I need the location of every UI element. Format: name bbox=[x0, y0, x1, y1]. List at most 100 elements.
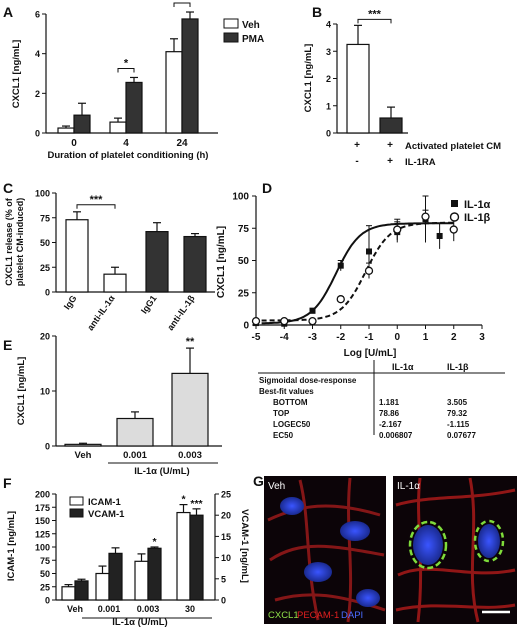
micrograph-veh-cells bbox=[267, 477, 386, 623]
panel-d-s0-point-4 bbox=[366, 248, 372, 255]
panel-f-xlabel: IL-1α (U/mL) bbox=[112, 617, 167, 627]
panel-d-s1-point-5 bbox=[393, 225, 402, 234]
panel-d-legend-il1b-marker bbox=[449, 212, 460, 222]
panel-b-cond2-label: IL-1RA bbox=[405, 157, 436, 168]
panel-c-y-tick-label-1: 25 bbox=[40, 263, 50, 273]
micrograph-veh-nucleus-1 bbox=[280, 497, 304, 515]
panel-d-s0-point-3 bbox=[337, 262, 344, 269]
panel-f-legend-icam-swatch bbox=[69, 496, 84, 506]
panel-d-y-tick-label-4: 100 bbox=[232, 192, 249, 203]
panel-f-y-tick-label-6: 150 bbox=[35, 516, 50, 526]
panel-d-fit-0 bbox=[261, 222, 454, 325]
panel-f-y-ticks: 0 25 50 75 100 125 150 175 200 0 5 10 15 20 25 bbox=[35, 490, 231, 606]
panel-b-ylabel: CXCL1 [ng/mL] bbox=[303, 44, 314, 113]
panel-e-y-tick-label-0: 0 bbox=[45, 442, 50, 452]
panel-b-y-ticks: 0 1 2 3 4 bbox=[326, 20, 337, 139]
panel-a-legend-veh-swatch bbox=[223, 18, 239, 29]
panel-e-x-tick-label-0: Veh bbox=[75, 450, 92, 461]
panel-b-y-tick-label-2: 2 bbox=[326, 74, 331, 84]
panel-a-y-tick-label-0: 0 bbox=[35, 129, 40, 139]
panel-d-table-r0: Sigmoidal dose-response bbox=[259, 376, 357, 385]
micrograph-veh-nucleus-4 bbox=[356, 589, 380, 607]
micrograph-il1a-nucleus-1 bbox=[413, 525, 443, 565]
micrograph-il1a-nucleus-2 bbox=[478, 524, 500, 558]
panel-c-sig-0-label: *** bbox=[90, 194, 104, 206]
panel-c-x-tick-label-0: IgG bbox=[62, 293, 79, 311]
panel-a-y-tick-label-3: 6 bbox=[35, 10, 40, 20]
legend-cxcl1: CXCL1 bbox=[268, 610, 299, 621]
panel-e-y-tick-label-1: 10 bbox=[40, 387, 50, 397]
panel-d-y-tick-label-1: 25 bbox=[238, 288, 250, 299]
panel-a-bar-veh-0 bbox=[57, 127, 75, 134]
panel-a-y-tick-label-2: 4 bbox=[35, 49, 40, 59]
panel-f-x-tick-label-1: 0.001 bbox=[98, 604, 121, 614]
micrograph-veh-nucleus-3 bbox=[304, 562, 332, 582]
panel-a-legend-veh: Veh bbox=[242, 20, 260, 31]
micrograph-veh-nucleus-2 bbox=[340, 521, 370, 541]
panel-c-x-tick-label-3: anti-IL-1β bbox=[165, 293, 197, 332]
panel-d-xlabel: Log [U/mL] bbox=[344, 348, 397, 359]
panel-c-bar-3 bbox=[183, 235, 207, 293]
panel-f-bar-vcam-1 bbox=[108, 552, 123, 601]
panel-b-sig-0-bracket bbox=[357, 18, 392, 24]
panel-a-bar-pma-0 bbox=[73, 114, 91, 134]
panel-label-f: F bbox=[3, 475, 12, 491]
panel-f-bar-vcam-3 bbox=[189, 514, 204, 601]
panel-f-y-tick-label-2: 50 bbox=[40, 569, 50, 579]
panel-d-fit-1 bbox=[261, 221, 454, 322]
panel-e-bar-1 bbox=[116, 417, 154, 447]
panel-d-y-tick-label-2: 50 bbox=[238, 256, 250, 267]
panel-f-y-tick-label-4: 100 bbox=[35, 543, 50, 553]
panel-c-sig-0-bracket bbox=[76, 204, 116, 209]
panel-d-x-tick-label-4: -1 bbox=[365, 332, 374, 343]
panel-a-bar-pma-24 bbox=[181, 18, 199, 134]
panel-label-b: B bbox=[312, 4, 322, 20]
panel-d-x-tick-label-6: 1 bbox=[423, 332, 429, 343]
panel-d-y-tick-label-3: 75 bbox=[238, 224, 250, 235]
panel-d-table-head-a: IL-1α bbox=[392, 362, 414, 372]
panel-c-bar-1 bbox=[103, 273, 127, 293]
panel-e-x-tick-label-1: 0.001 bbox=[123, 450, 147, 461]
panel-d-table-r2: BOTTOM bbox=[273, 398, 308, 407]
panel-e-y-tick-label-2: 20 bbox=[40, 332, 50, 342]
panel-f-y-tick-label-5: 125 bbox=[35, 529, 50, 539]
panel-f-y2-tick-label-5: 25 bbox=[221, 490, 231, 500]
panel-d-table-r5b: 0.07677 bbox=[447, 431, 476, 440]
panel-e: E 0 10 20 ** Veh 0.001 0.003 IL-1α (U/mL) CX… bbox=[3, 332, 222, 477]
panel-b-y-tick-label-4: 4 bbox=[326, 20, 331, 30]
panel-a-sig-0-label: * bbox=[124, 57, 129, 69]
panel-label-a: A bbox=[3, 4, 13, 20]
panel-f-sig-1: * bbox=[181, 494, 186, 506]
panel-f-sig-2: *** bbox=[190, 498, 203, 510]
panel-d-table-r2a: 1.181 bbox=[379, 398, 400, 407]
panel-d-s1-point-0 bbox=[251, 316, 261, 326]
panel-f-x-tick-label-2: 0.003 bbox=[137, 604, 160, 614]
panel-b-cond1-label: Activated platelet CM bbox=[405, 141, 501, 152]
panel-f-y-tick-label-0: 0 bbox=[45, 596, 50, 606]
panel-f-x-tick-label-0: Veh bbox=[67, 604, 83, 614]
panel-d-s1-point-2 bbox=[308, 316, 317, 326]
panel-e-xlabel: IL-1α (U/mL) bbox=[134, 466, 189, 477]
panel-b-bar-1 bbox=[379, 117, 403, 134]
panel-c: C 0 25 50 75 100 *** IgG anti-IL-1α IgG1 anti-I… bbox=[3, 180, 215, 332]
panel-d-table-r3b: 79.32 bbox=[447, 409, 468, 418]
panel-f-y-tick-label-7: 175 bbox=[35, 503, 50, 513]
panel-f-y-tick-label-1: 25 bbox=[40, 582, 50, 592]
panel-b-bars: *** bbox=[346, 8, 403, 134]
legend-pecam1: PECAM-1 bbox=[297, 610, 339, 621]
panel-d-table-r4b: -1.115 bbox=[447, 420, 470, 429]
panel-f-y2-tick-label-0: 0 bbox=[221, 596, 226, 606]
panel-d-x-tick-label-7: 2 bbox=[451, 332, 457, 343]
panel-b-cond2-b: + bbox=[387, 156, 393, 167]
panel-d-s0-point-7 bbox=[436, 232, 443, 239]
panel-b-cond1-b: + bbox=[387, 140, 393, 151]
panel-a-sig-1-label: * bbox=[180, 0, 185, 4]
panel-f-y2-tick-label-4: 20 bbox=[221, 511, 231, 521]
panel-a-sig-1-bracket bbox=[173, 2, 191, 8]
panel-d-points bbox=[251, 195, 458, 327]
panel-c-ylabel-2: platelet CM-induced) bbox=[15, 198, 25, 287]
micrograph-il1a-cells bbox=[395, 477, 516, 623]
panel-c-x-ticks: IgG anti-IL-1α IgG1 anti-IL-1β bbox=[62, 293, 197, 332]
